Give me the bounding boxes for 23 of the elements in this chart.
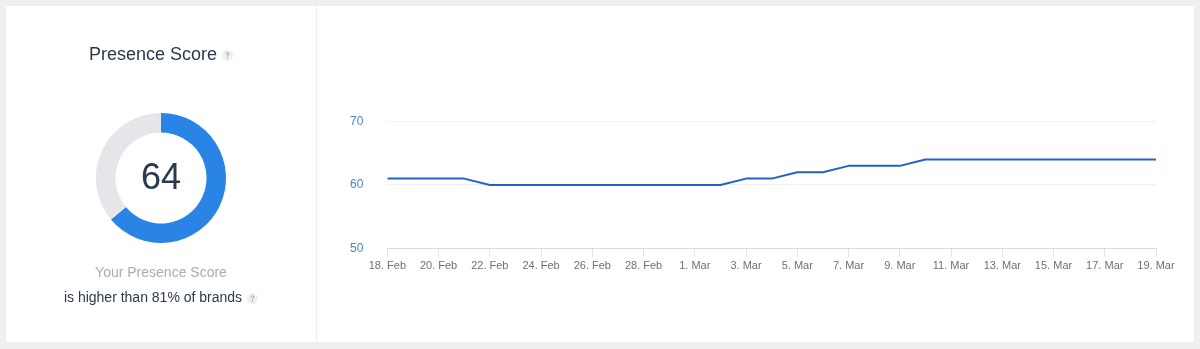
x-tick-label: 11. Mar <box>932 259 970 272</box>
x-tick-label: 24. Feb <box>522 259 560 272</box>
x-tick-label: 1. Mar <box>679 259 711 272</box>
data-label: 64 <box>140 155 182 197</box>
x-tick-label: 9. Mar <box>884 259 916 272</box>
x-tick-label: 17. Mar <box>1086 259 1124 272</box>
x-tick-label: 20. Feb <box>419 259 458 272</box>
text: is higher than 81% of brands <box>62 289 244 305</box>
x-tick-label: 15. Mar <box>1034 259 1073 272</box>
x-tick-label: 22. Feb <box>471 259 509 272</box>
x-tick-label: 3. Mar <box>730 259 762 272</box>
y-tick-label: 60 <box>349 177 364 192</box>
x-tick-label: 7. Mar <box>832 259 865 272</box>
text: Your Presence Score <box>94 264 228 280</box>
x-tick-label: 18. Feb <box>368 259 406 272</box>
x-tick-label: 13. Mar <box>983 259 1022 272</box>
x-tick-label: 19. Mar <box>1137 259 1175 272</box>
y-tick-label: 50 <box>349 241 364 256</box>
x-tick-label: 28. Feb <box>624 259 663 272</box>
chart-title: Presence Score <box>87 44 219 65</box>
x-tick-label: 26. Feb <box>573 259 611 272</box>
y-tick-label: 70 <box>349 113 364 128</box>
x-tick-label: 5. Mar <box>781 259 814 272</box>
